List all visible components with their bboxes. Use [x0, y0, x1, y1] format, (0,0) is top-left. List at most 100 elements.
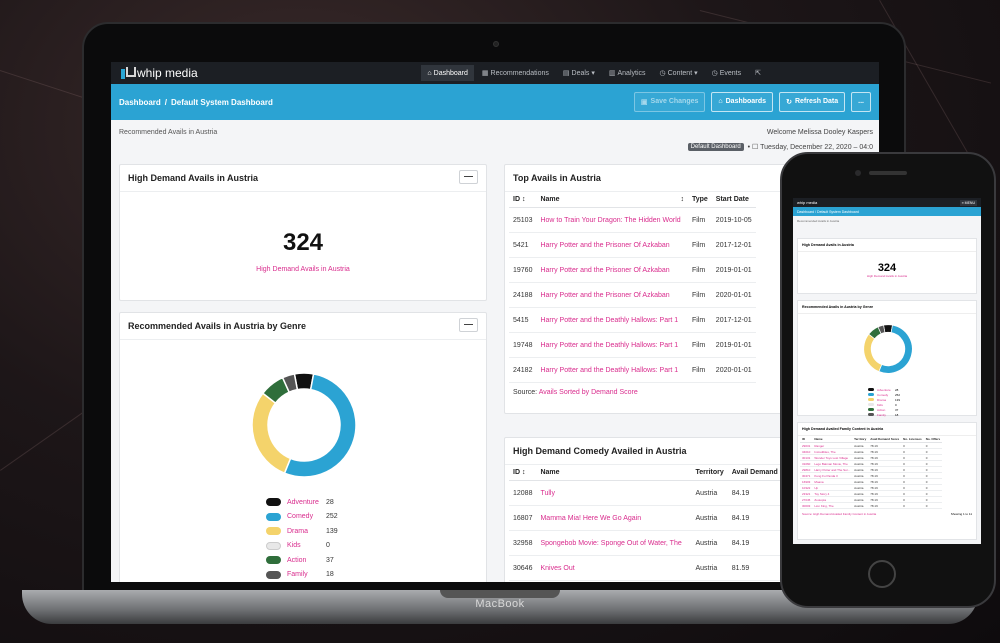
source-link[interactable]: Avails Sorted by Demand Score	[538, 389, 638, 396]
phone-legend-item[interactable]: Kids 0	[868, 402, 900, 407]
phone-legend-item[interactable]: Adventure 28	[868, 387, 900, 392]
table-row[interactable]: 29810 Harry Potter and The Sor... Austria 7…	[800, 466, 943, 473]
legend-item[interactable]: Comedy 252	[266, 510, 338, 525]
cell-name-link[interactable]: Kung Fu Panda 3	[812, 472, 853, 479]
cell-name-link[interactable]: Harry Potter and the Prisoner Of Azkaban	[536, 282, 688, 308]
phone-high-demand-caption[interactable]: High Demand Avails in Austria	[866, 274, 908, 278]
nav-item[interactable]: ▦ Recommendations	[476, 65, 555, 81]
cell-name-link[interactable]: Zootopia	[812, 496, 853, 503]
cell-name-link[interactable]: Ranger	[812, 442, 853, 449]
column-header[interactable]: ID	[800, 436, 813, 443]
cell-name-link[interactable]: Incredibles, The	[812, 448, 853, 455]
column-header[interactable]: Avail Demand Score	[868, 436, 902, 443]
cell-name-link[interactable]: Toy Story 4	[812, 490, 853, 497]
table-row[interactable]: 19748 Harry Potter and the Deathly Hallow…	[509, 332, 756, 358]
cell-name-link[interactable]: How to Train Your Dragon: The Hidden Wor…	[536, 207, 688, 233]
cell-name-link[interactable]: Harry Potter and the Prisoner Of Azkaban	[536, 257, 688, 283]
refresh-data-button[interactable]: ↻ Refresh Data	[779, 92, 846, 112]
table-row[interactable]: 23321 Toy Story 4 Austria 78.19 0 0	[800, 490, 943, 497]
cell-name-link[interactable]: Lion King, The	[812, 502, 853, 509]
column-avail-demand[interactable]: Avail Demand	[727, 465, 782, 481]
table-row[interactable]: 25103 How to Train Your Dragon: The Hidde…	[509, 207, 756, 233]
table-row[interactable]: 12088 Tully Austria 84.19	[509, 480, 782, 506]
cell-name-link[interactable]: Wonder Toys Lost Village	[812, 454, 853, 461]
high-demand-caption[interactable]: High Demand Avails in Austria	[256, 266, 350, 273]
table-row[interactable]: 30003 Lion King, The Austria 78.19 0 0	[800, 502, 943, 509]
table-row[interactable]: 5421 Harry Potter and the Prisoner Of Azk…	[509, 232, 756, 258]
table-row[interactable]: 19760 Harry Potter and the Prisoner Of Az…	[509, 257, 756, 283]
phone-legend-item[interactable]: Drama 139	[868, 397, 900, 402]
cell-name-link[interactable]: Harry Potter and the Deathly Hallows: Pa…	[536, 357, 688, 383]
legend-item[interactable]: Action 37	[266, 553, 338, 568]
table-row[interactable]: 30646 Knives Out Austria 81.59	[509, 555, 782, 581]
breadcrumb-root[interactable]: Dashboard	[119, 97, 161, 107]
cell-name-link[interactable]: Up	[812, 484, 853, 491]
cell-name-link[interactable]: Moana	[812, 478, 853, 485]
phone-source-link[interactable]: Source: High Demand Availed Family Conte…	[802, 512, 877, 516]
nav-item[interactable]: ▤ Deals ▾	[557, 65, 601, 81]
legend-item[interactable]: Family 18	[266, 568, 338, 583]
cell-name-link[interactable]: Harry Potter and the Deathly Hallows: Pa…	[536, 332, 688, 358]
logo[interactable]: whip media	[121, 66, 401, 80]
table-row[interactable]: 30131 Wonder Toys Lost Village Austria 78.1…	[800, 454, 943, 461]
cell-name-link[interactable]: Harry Potter and the Deathly Hallows: Pa…	[536, 307, 688, 333]
cell-name-link[interactable]: Harry Potter and The Sor...	[812, 466, 853, 473]
nav-item[interactable]: ◷ Content ▾	[654, 65, 704, 81]
collapse-button[interactable]: —	[459, 170, 478, 184]
nav-item[interactable]: ▥ Analytics	[603, 65, 652, 81]
table-row[interactable]: 514Sing StreetAustria80.26	[509, 580, 782, 582]
table-row[interactable]: 31060 Lego Batman Movie, The Austria 78.19 0…	[800, 460, 943, 467]
table-row[interactable]: 16903 Moana Austria 78.19 0 0	[800, 478, 943, 485]
table-row[interactable]: 24188 Harry Potter and the Prisoner Of Az…	[509, 282, 756, 308]
table-row[interactable]: 34010 Incredibles, The Austria 78.19 0 0	[800, 448, 943, 455]
cell-name-link[interactable]: Mamma Mia! Here We Go Again	[536, 505, 692, 531]
donut-slice-drama[interactable]	[251, 392, 292, 475]
dashboards-button[interactable]: ⌂ Dashboards	[711, 92, 774, 112]
table-row[interactable]: 27045 Zootopia Austria 78.19 0 0	[800, 496, 943, 503]
phone-legend-item[interactable]: Comedy 252	[868, 392, 900, 397]
cell-name-link[interactable]: Sing Street	[536, 580, 692, 582]
column-start-date[interactable]: Start Date	[711, 192, 756, 208]
column-header[interactable]: No. Licenses	[901, 436, 924, 443]
phone-home-button[interactable]	[868, 560, 896, 588]
legend-item[interactable]: Kids 0	[266, 539, 338, 554]
column-name[interactable]: Name	[536, 192, 677, 208]
column-territory[interactable]: Territory	[691, 465, 728, 481]
table-row[interactable]: 24182 Harry Potter and the Deathly Hallow…	[509, 357, 756, 383]
collapse-button[interactable]: —	[459, 318, 478, 332]
table-row[interactable]: 29031 Ranger Austria 78.19 0 0	[800, 442, 943, 449]
save-changes-button[interactable]: ▣ Save Changes	[633, 92, 706, 112]
column-id[interactable]: ID ↕	[509, 465, 537, 481]
nav-item[interactable]: ◷ Events	[706, 65, 748, 81]
nav-item[interactable]: ⌂ Dashboard	[421, 65, 474, 81]
phone-legend-item[interactable]: Family 18	[868, 412, 900, 417]
donut-slice-family[interactable]	[877, 324, 886, 335]
cell-name-link[interactable]: Knives Out	[536, 555, 692, 581]
more-button[interactable]: ...	[851, 92, 871, 112]
legend-item[interactable]: Drama 139	[266, 524, 338, 539]
table-row[interactable]: 5415 Harry Potter and the Deathly Hallows…	[509, 307, 756, 333]
cell-name-link[interactable]: Harry Potter and the Prisoner Of Azkaban	[536, 232, 688, 258]
column-header[interactable]: Territory	[852, 436, 869, 443]
column-id[interactable]: ID ↕	[509, 192, 537, 208]
donut-slice-family[interactable]	[281, 373, 299, 394]
column-type[interactable]: Type	[687, 192, 712, 208]
phone-logo-text[interactable]: whip media	[797, 200, 818, 205]
column-name[interactable]: Name	[536, 465, 692, 481]
table-row[interactable]: 32958 Spongebob Movie: Sponge Out of Wate…	[509, 530, 782, 556]
phone-legend-item[interactable]: Action 37	[868, 407, 900, 412]
column-sort[interactable]: ↕	[676, 192, 688, 208]
table-row[interactable]: 10322 Up Austria 78.19 0 0	[800, 484, 943, 491]
table-row[interactable]: 30471 Kung Fu Panda 3 Austria 78.19 0 0	[800, 472, 943, 479]
phone-menu-button[interactable]: ≡ MENU	[959, 199, 977, 206]
table-row[interactable]: 16807 Mamma Mia! Here We Go Again Austria 8…	[509, 505, 782, 531]
legend-item[interactable]: Adventure 28	[266, 495, 338, 510]
cell-name-link[interactable]: Tully	[536, 480, 692, 506]
column-header[interactable]: No. Offers	[923, 436, 943, 443]
donut-slice-drama[interactable]	[863, 333, 883, 372]
cell-name-link[interactable]: Lego Batman Movie, The	[812, 460, 853, 467]
column-header[interactable]: Name	[812, 436, 853, 443]
cell-name-link[interactable]: Spongebob Movie: Sponge Out of Water, Th…	[536, 530, 692, 556]
phone-family-panel: High Demand Availed Family Content in Au…	[797, 422, 977, 540]
nav-item[interactable]: ⇱	[749, 65, 769, 81]
